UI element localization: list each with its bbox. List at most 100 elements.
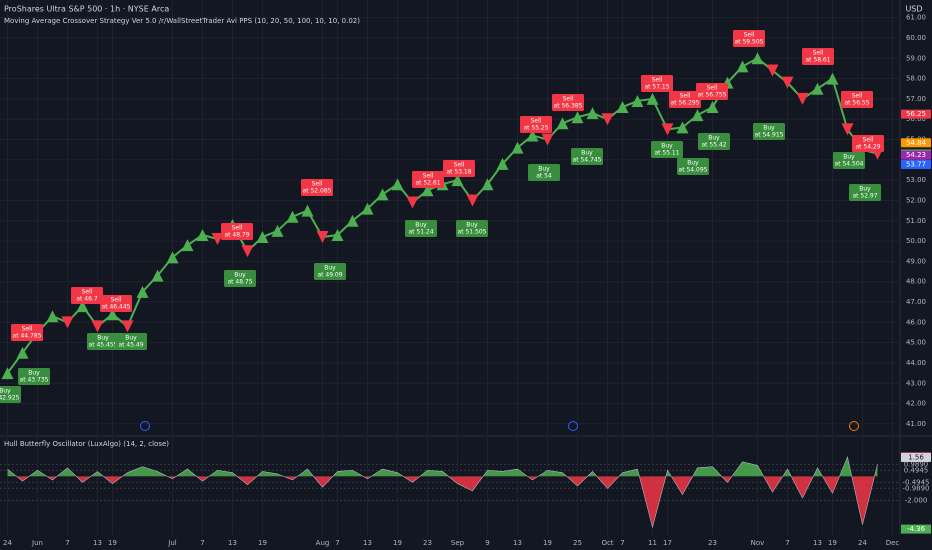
trade-label-box [571,148,603,165]
trade-price: at 48.79 [224,232,249,239]
trade-price: at 42.925 [0,395,20,402]
x-tick-label: 13 [513,539,522,547]
trend-arrow [421,184,434,197]
oscillator-line [7,455,878,529]
price-tag [901,150,931,160]
trade-label-box [115,333,147,350]
x-tick-label: 13 [228,539,237,547]
trend-arrow [556,117,569,130]
trend-arrow [751,52,764,65]
x-tick-label: 7 [620,539,624,547]
trade-kind: Buy [661,143,673,150]
trade-price: at 56.755 [698,92,727,99]
trade-price: at 56.55 [844,100,869,107]
x-tick-label: 11 [648,539,657,547]
trade-label-box [669,91,701,108]
trend-arrow [121,320,134,333]
strategy-title: Moving Average Crossover Strategy Ver 5.… [4,17,360,25]
oscillator-area-down [7,476,878,528]
trade-label-box [301,179,333,196]
trade-price: at 48.75 [227,279,252,286]
x-tick-label: 23 [423,539,432,547]
x-tick-label: Sep [451,539,465,547]
x-tick-label: 25 [573,539,582,547]
trend-arrow [331,228,344,241]
trade-kind: Sell [852,93,863,100]
y-tick-label: 56.00 [906,115,926,123]
y-tick-label: 58.00 [906,75,926,83]
trend-arrow [526,129,539,142]
trade-price: at 51.505 [458,229,487,236]
y-tick-label: 61.00 [906,14,926,22]
x-tick-label: 19 [108,539,117,547]
trade-price: at 54.29 [855,144,880,151]
trend-arrow [361,202,374,215]
trade-label-box [224,270,256,287]
trend-arrow [166,251,179,264]
x-tick-label: Jul [167,539,177,547]
price-tag [901,160,931,170]
trade-kind: Sell [423,173,434,180]
trade-kind: Buy [234,272,246,279]
trend-arrow [241,245,254,258]
x-tick-label: 13 [93,539,102,547]
x-tick-label: 7 [200,539,204,547]
trend-arrow [61,316,74,329]
trade-kind: Buy [763,125,775,132]
trend-arrow [601,113,614,126]
trend-arrow [391,178,404,191]
currency: USD [905,5,922,14]
trade-label-box [552,94,584,111]
price-tag-label: 56.25 [906,110,926,118]
trade-price: at 55.11 [654,150,679,157]
y-tick-label: 53.00 [906,176,926,184]
trend-arrow [796,92,809,105]
trade-kind: Buy [466,222,478,229]
trend-arrow [631,94,644,107]
y-tick-label: 48.00 [906,278,926,286]
trade-price: at 51.24 [408,229,433,236]
trend-arrow [781,76,794,89]
trade-price: at 49.09 [317,272,342,279]
trade-kind: Sell [652,77,663,84]
trend-arrow [1,367,14,380]
y-tick-label: 52.00 [906,196,926,204]
trade-kind: Sell [312,181,323,188]
trend-arrow [706,101,719,114]
trend-arrow [196,228,209,241]
trade-label-box [677,158,709,175]
trend-arrow [541,133,554,146]
price-tag [901,109,931,119]
trend-arrow [346,214,359,227]
trade-kind: Buy [0,388,11,395]
y-tick-label: 47.00 [906,298,926,306]
trade-price: at 54 [536,173,552,180]
trade-price: at 44.785 [13,333,42,340]
trade-kind: Buy [415,222,427,229]
x-tick-label: Oct [601,539,613,547]
trend-arrow [181,239,194,252]
trend-arrow [811,82,824,95]
y-tick-label: -0.9890 [902,484,929,492]
trend-arrow [841,123,854,136]
trade-label-box [733,30,765,47]
oscillator-title: Hull Butterfly Oscillator (LuxAlgo) (14,… [4,440,169,448]
trade-price: at 58.61 [805,57,830,64]
trend-arrow [826,72,839,85]
trade-kind: Buy [687,160,699,167]
trend-arrow [616,101,629,114]
trend-arrow [661,123,674,136]
x-tick-label: 7 [335,539,339,547]
